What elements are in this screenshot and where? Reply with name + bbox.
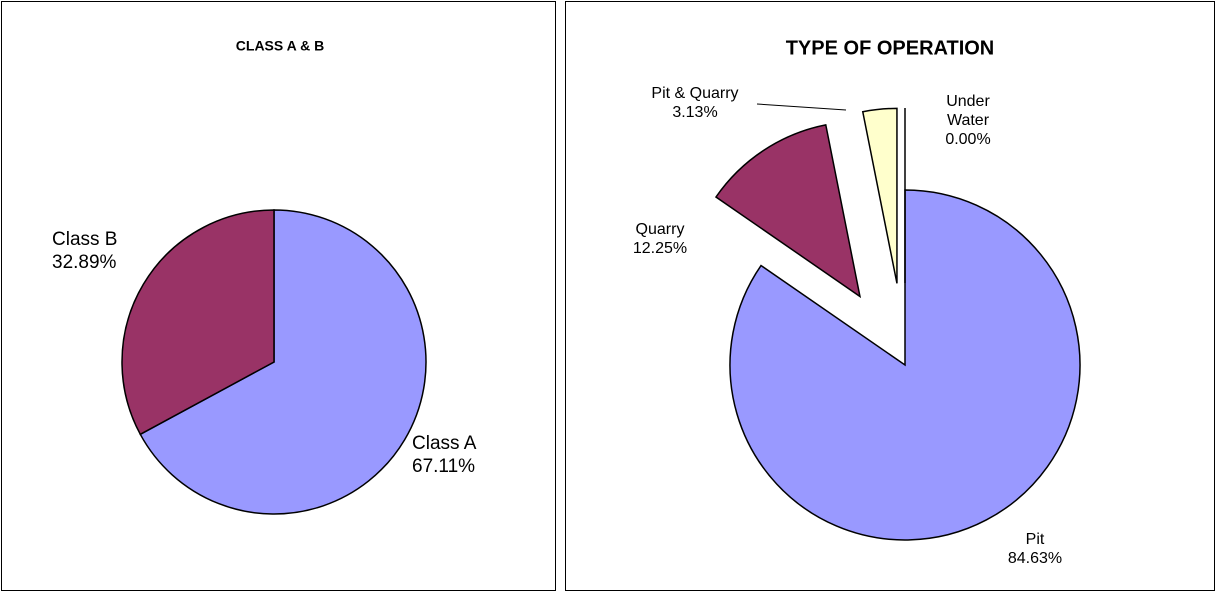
label-text: 12.25% bbox=[632, 240, 688, 258]
label-text: 67.11% bbox=[412, 455, 476, 477]
pie-slice bbox=[861, 107, 898, 284]
chart-title: TYPE OF OPERATION bbox=[786, 37, 995, 59]
slice-label: Class A 67.11% bbox=[412, 433, 532, 479]
label-text: 3.13% bbox=[672, 104, 718, 122]
label-text: 0.00% bbox=[945, 131, 991, 149]
label-text: 84.63% bbox=[1007, 550, 1063, 568]
slice-label: Quarry 12.25% bbox=[620, 220, 700, 258]
pie-slice bbox=[139, 209, 427, 515]
slice-label: Under Water 0.00% bbox=[935, 92, 1001, 150]
chart-title: CLASS A & B bbox=[236, 38, 324, 54]
label-text: Pit bbox=[1025, 531, 1045, 548]
label-text: 32.89% bbox=[52, 251, 117, 273]
slice-label: Class B 32.89% bbox=[52, 229, 172, 275]
pie-slice bbox=[729, 189, 1081, 541]
leader-line bbox=[756, 103, 847, 111]
pie-slice bbox=[121, 209, 275, 436]
slice-label: Pit & Quarry 3.13% bbox=[625, 84, 765, 122]
label-text: Class A bbox=[412, 433, 477, 454]
label-text: Under Water bbox=[946, 93, 990, 130]
slice-label: Pit 84.63% bbox=[995, 530, 1075, 568]
label-text: Quarry bbox=[635, 221, 685, 238]
label-text: Class B bbox=[52, 229, 118, 250]
pie-slice bbox=[714, 123, 862, 299]
label-text: Pit & Quarry bbox=[651, 85, 739, 102]
